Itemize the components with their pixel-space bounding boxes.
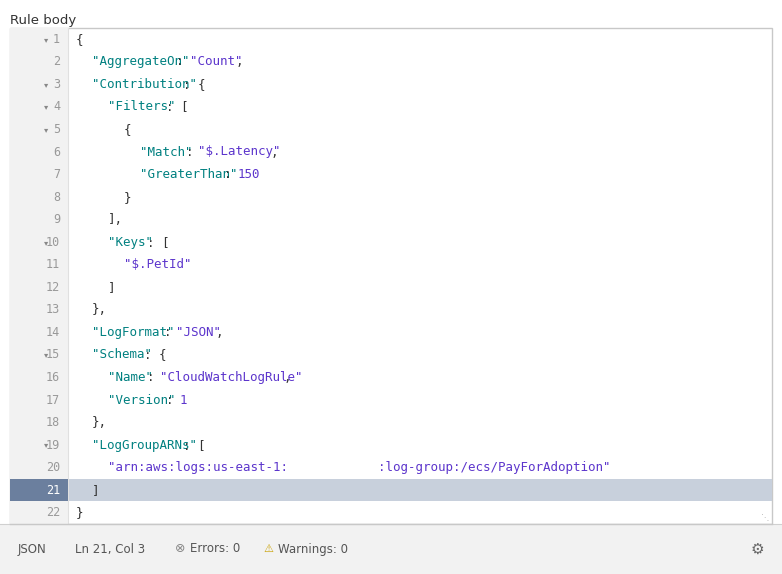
Text: ]: ]: [92, 484, 99, 497]
Text: "$.PetId": "$.PetId": [124, 258, 192, 272]
Bar: [10, 479, 772, 502]
Text: 9: 9: [53, 213, 60, 226]
Text: ,: ,: [235, 55, 242, 68]
Text: "Match": "Match": [140, 145, 192, 158]
Text: 6: 6: [53, 145, 60, 158]
Text: 21: 21: [46, 484, 60, 497]
Text: ⚙: ⚙: [751, 541, 764, 557]
Bar: [10, 479, 68, 502]
Text: "CloudWatchLogRule": "CloudWatchLogRule": [160, 371, 303, 384]
Text: :: :: [185, 145, 200, 158]
Text: : {: : {: [144, 348, 167, 362]
Text: "arn:aws:logs:us-east-1:            :log-group:/ecs/PayForAdoption": "arn:aws:logs:us-east-1: :log-group:/ecs…: [108, 461, 611, 474]
Text: 11: 11: [46, 258, 60, 272]
Text: }: }: [76, 506, 84, 519]
Text: 8: 8: [53, 191, 60, 204]
Text: 150: 150: [238, 168, 260, 181]
Text: : [: : [: [147, 236, 170, 249]
Text: ],: ],: [108, 213, 123, 226]
Text: ⚠: ⚠: [263, 544, 273, 554]
Text: "LogFormat": "LogFormat": [92, 326, 174, 339]
Text: "AggregateOn": "AggregateOn": [92, 55, 189, 68]
Text: "JSON": "JSON": [177, 326, 221, 339]
Text: Errors: 0: Errors: 0: [190, 542, 240, 556]
Text: {: {: [124, 123, 131, 136]
Text: :: :: [163, 326, 178, 339]
Text: 4: 4: [53, 100, 60, 114]
Text: ▾: ▾: [44, 125, 48, 134]
Text: 12: 12: [46, 281, 60, 294]
Text: {: {: [76, 33, 84, 46]
Text: :: :: [147, 371, 162, 384]
Text: 18: 18: [46, 416, 60, 429]
Text: "Count": "Count": [189, 55, 242, 68]
Text: 1: 1: [53, 33, 60, 46]
Text: 22: 22: [46, 506, 60, 519]
Text: ▾: ▾: [44, 35, 48, 44]
Text: "Schema": "Schema": [92, 348, 152, 362]
Text: "Version": "Version": [108, 394, 175, 406]
Text: :: :: [177, 55, 192, 68]
Text: 1: 1: [180, 394, 187, 406]
Text: 7: 7: [53, 168, 60, 181]
Text: 10: 10: [46, 236, 60, 249]
Text: 3: 3: [53, 78, 60, 91]
Text: ⊗: ⊗: [175, 542, 185, 556]
Text: JSON: JSON: [18, 542, 47, 556]
Text: "Keys": "Keys": [108, 236, 153, 249]
Text: 2: 2: [53, 55, 60, 68]
Text: "Filters": "Filters": [108, 100, 175, 114]
Text: : [: : [: [183, 439, 206, 452]
Text: ,: ,: [270, 145, 278, 158]
Text: ▾: ▾: [44, 238, 48, 247]
Text: :: :: [224, 168, 239, 181]
Text: ▾: ▾: [44, 80, 48, 89]
Text: ,: ,: [284, 371, 291, 384]
Text: Ln 21, Col 3: Ln 21, Col 3: [75, 542, 145, 556]
Text: 5: 5: [53, 123, 60, 136]
Text: },: },: [92, 416, 107, 429]
Text: ▾: ▾: [44, 441, 48, 449]
Bar: [0, 524, 782, 574]
Text: "LogGroupARNs": "LogGroupARNs": [92, 439, 197, 452]
Bar: [10, 28, 772, 524]
Text: "Name": "Name": [108, 371, 153, 384]
Text: 13: 13: [46, 303, 60, 316]
Text: : {: : {: [183, 78, 206, 91]
Text: ▾: ▾: [44, 102, 48, 111]
Text: 16: 16: [46, 371, 60, 384]
Text: },: },: [92, 303, 107, 316]
Text: 20: 20: [46, 461, 60, 474]
Bar: [10, 28, 68, 524]
Text: }: }: [124, 191, 131, 204]
Text: 14: 14: [46, 326, 60, 339]
Text: "Contribution": "Contribution": [92, 78, 197, 91]
Text: ]: ]: [108, 281, 116, 294]
Text: : [: : [: [167, 100, 189, 114]
Text: "GreaterThan": "GreaterThan": [140, 168, 238, 181]
Text: Rule body: Rule body: [10, 14, 77, 27]
Text: 17: 17: [46, 394, 60, 406]
Text: 15: 15: [46, 348, 60, 362]
Text: ⋱: ⋱: [761, 513, 769, 522]
Text: ▾: ▾: [44, 350, 48, 359]
Text: ,: ,: [216, 326, 223, 339]
Text: Warnings: 0: Warnings: 0: [278, 542, 348, 556]
Text: :: :: [167, 394, 181, 406]
Text: 19: 19: [46, 439, 60, 452]
Text: "$.Latency": "$.Latency": [199, 145, 281, 158]
